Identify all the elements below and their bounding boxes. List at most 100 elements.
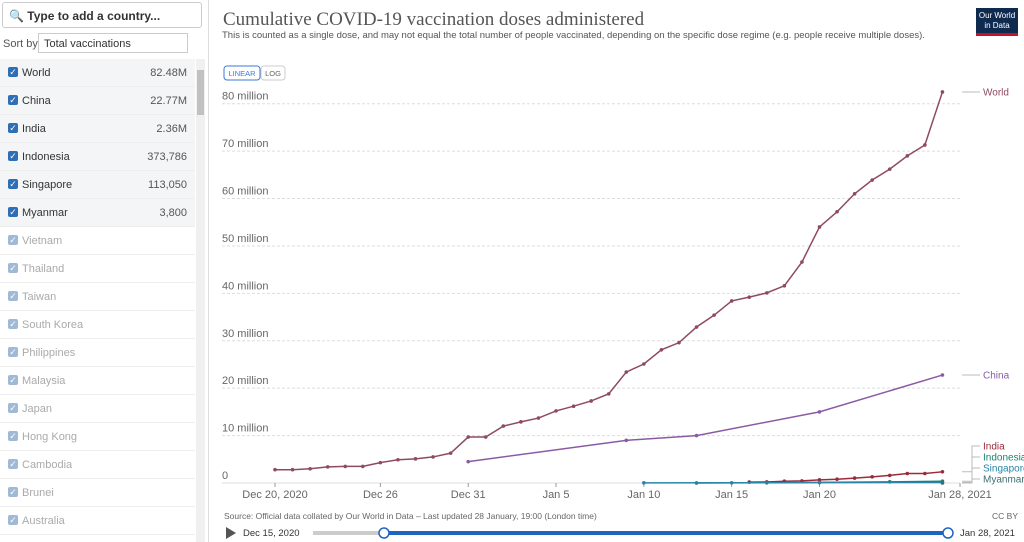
data-point (729, 299, 734, 303)
y-tick-label: 30 million (222, 328, 268, 340)
country-value: 82.48M (150, 67, 187, 79)
y-tick-label: 20 million (222, 375, 268, 387)
country-name: South Korea (22, 319, 84, 331)
license[interactable]: CC BY (992, 511, 1018, 521)
checkbox[interactable]: ✓ (8, 487, 18, 497)
data-point (519, 420, 523, 424)
data-point (817, 478, 822, 482)
x-tick-label: Dec 26 (363, 489, 398, 501)
checkbox[interactable]: ✓ (8, 235, 18, 245)
checkbox[interactable]: ✓ (8, 319, 18, 329)
data-point (712, 313, 716, 317)
country-name: Vietnam (22, 235, 63, 247)
data-point (817, 410, 822, 414)
country-row[interactable]: ✓ Singapore 113,050 (0, 171, 195, 199)
data-point (483, 435, 488, 439)
country-row[interactable]: ✓ Philippines (0, 339, 195, 367)
data-point (729, 480, 734, 485)
y-tick-label: 70 million (222, 138, 268, 150)
checkbox[interactable]: ✓ (8, 151, 18, 161)
data-point (361, 464, 365, 469)
data-point (466, 435, 471, 439)
data-point (325, 465, 330, 469)
data-point (940, 481, 945, 485)
country-row[interactable]: ✓ India 2.36M (0, 115, 195, 143)
log-button[interactable] (260, 65, 286, 81)
country-row[interactable]: ✓ Taiwan (0, 283, 195, 311)
checkbox[interactable]: ✓ (8, 347, 18, 357)
country-row[interactable]: ✓ Cambodia (0, 451, 195, 479)
timeline-start: Dec 15, 2020 (243, 528, 300, 539)
country-row[interactable]: ✓ Australia (0, 507, 195, 535)
country-row[interactable]: ✓ Brunei (0, 479, 195, 507)
country-row[interactable]: ✓ World 82.48M (0, 59, 195, 87)
y-tick-label: 10 million (222, 423, 268, 435)
country-row[interactable]: ✓ Malaysia (0, 367, 195, 395)
checkbox[interactable]: ✓ (8, 291, 18, 301)
timeline-handle[interactable] (378, 527, 390, 539)
data-point (835, 477, 839, 482)
data-point (290, 467, 295, 472)
data-point (554, 409, 558, 413)
country-row[interactable]: ✓ Thailand (0, 255, 195, 283)
country-name: Japan (22, 403, 52, 415)
data-point (887, 167, 892, 171)
checkbox[interactable]: ✓ (8, 123, 18, 133)
search-box[interactable]: 🔍 Type to add a country... (2, 2, 202, 28)
logo-text: in Data (984, 21, 1010, 30)
checkbox[interactable]: ✓ (8, 95, 18, 105)
y-tick-label: 40 million (222, 280, 268, 292)
series-label: Indonesia (983, 453, 1024, 464)
timeline-handle[interactable] (942, 527, 954, 539)
checkbox[interactable]: ✓ (8, 375, 18, 385)
checkbox[interactable]: ✓ (8, 67, 18, 77)
country-value: 22.77M (150, 95, 187, 107)
country-row[interactable]: ✓ South Korea (0, 311, 195, 339)
series-line (749, 471, 943, 483)
country-value: 2.36M (156, 123, 187, 135)
country-row[interactable]: ✓ Japan (0, 395, 195, 423)
chart-subtitle: This is counted as a single dose, and ma… (222, 30, 925, 41)
data-point (764, 291, 769, 295)
country-name: Thailand (22, 263, 65, 275)
data-point (940, 373, 945, 377)
data-point (448, 451, 453, 455)
data-point (466, 459, 471, 464)
country-name: Philippines (22, 347, 76, 359)
country-name: Hong Kong (22, 431, 78, 443)
scroll-thumb[interactable] (197, 70, 204, 115)
checkbox[interactable]: ✓ (8, 403, 18, 413)
country-row[interactable]: ✓ Hong Kong (0, 423, 195, 451)
data-point (940, 90, 945, 94)
country-row[interactable]: ✓ Vietnam (0, 227, 195, 255)
logo[interactable] (976, 8, 1018, 35)
checkbox[interactable]: ✓ (8, 431, 18, 441)
data-point (343, 464, 348, 469)
country-row[interactable]: ✓ Myanmar 3,800 (0, 199, 195, 227)
x-tick-label: Jan 28, 2021 (928, 489, 992, 501)
linear-button[interactable] (223, 65, 261, 81)
country-name: Myanmar (22, 207, 68, 219)
scrollbar[interactable] (196, 59, 205, 542)
checkbox[interactable]: ✓ (8, 263, 18, 273)
country-row[interactable]: ✓ China 22.77M (0, 87, 195, 115)
data-point (571, 404, 576, 408)
checkbox[interactable]: ✓ (8, 207, 18, 217)
checkbox[interactable]: ✓ (8, 515, 18, 525)
data-point (659, 347, 664, 352)
data-point (782, 283, 787, 288)
checkbox[interactable]: ✓ (8, 459, 18, 469)
checkbox[interactable]: ✓ (8, 179, 18, 189)
data-point (887, 473, 892, 478)
country-name: World (22, 67, 51, 79)
data-point (536, 416, 541, 420)
play-button[interactable] (226, 527, 236, 539)
country-row[interactable]: ✓ Indonesia 373,786 (0, 143, 195, 171)
x-tick-label: Jan 5 (543, 489, 570, 501)
country-name: Australia (22, 515, 65, 527)
data-point (923, 471, 927, 476)
data-point (852, 191, 857, 196)
logo-text: Our World (979, 11, 1015, 20)
sort-select[interactable]: Total vaccinations (38, 33, 188, 53)
